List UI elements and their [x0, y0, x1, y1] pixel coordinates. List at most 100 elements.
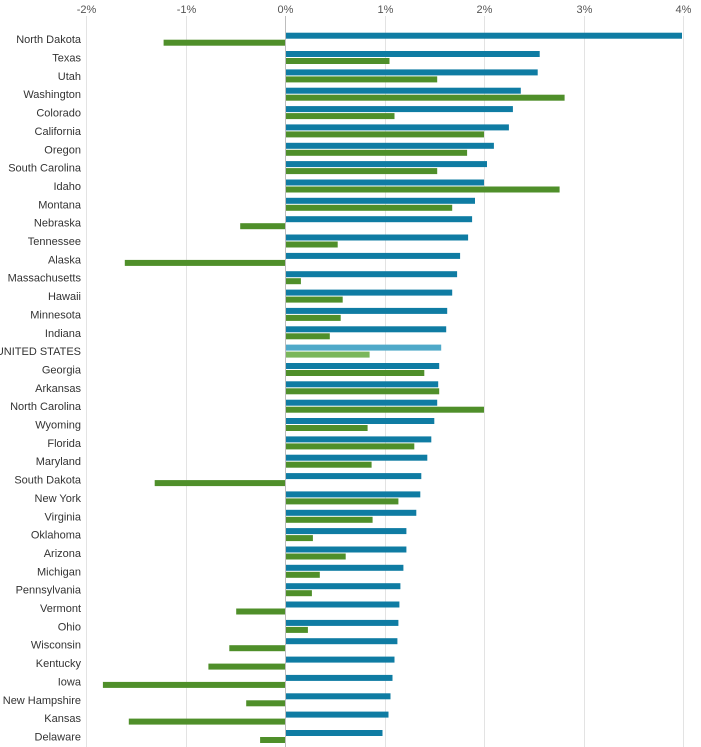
category-label: Kentucky [36, 658, 82, 670]
bar-series-2[interactable] [154, 480, 285, 487]
bar-series-2[interactable] [285, 351, 370, 358]
bar-series-1[interactable] [285, 289, 453, 296]
bar-series-2[interactable] [285, 94, 565, 101]
bar-series-1[interactable] [285, 583, 401, 590]
bar-series-2[interactable] [285, 535, 313, 542]
bar-series-1[interactable] [285, 638, 398, 645]
category-label: Indiana [45, 328, 82, 340]
bar-series-2[interactable] [163, 39, 285, 46]
bar-series-2[interactable] [124, 259, 285, 266]
bar-series-1[interactable] [285, 509, 417, 516]
bar-series-2[interactable] [285, 278, 301, 285]
bar-series-2[interactable] [285, 406, 484, 413]
bar-series-1[interactable] [285, 711, 389, 718]
bar-series-2[interactable] [285, 314, 341, 321]
category-label: Vermont [40, 603, 81, 615]
bar-series-2[interactable] [285, 204, 453, 211]
bar-series-1[interactable] [285, 161, 487, 168]
bar-series-2[interactable] [128, 718, 285, 725]
x-tick-label: 1% [378, 4, 394, 16]
bar-series-1[interactable] [285, 69, 538, 76]
bar-series-2[interactable] [260, 737, 285, 743]
bar-series-2[interactable] [285, 443, 415, 450]
bar-series-1[interactable] [285, 528, 407, 535]
category-label: Washington [23, 89, 81, 101]
bar-series-1[interactable] [285, 564, 404, 571]
bar-series-1[interactable] [285, 730, 383, 736]
bar-series-2[interactable] [285, 76, 438, 83]
bar-series-2[interactable] [285, 168, 438, 175]
bar-series-2[interactable] [102, 681, 286, 688]
bars [102, 32, 682, 743]
bar-series-1[interactable] [285, 473, 422, 480]
bar-series-2[interactable] [285, 388, 440, 395]
bar-series-2[interactable] [285, 241, 338, 248]
bar-series-1[interactable] [285, 51, 540, 57]
bar-series-1[interactable] [285, 619, 399, 626]
bar-series-2[interactable] [285, 425, 368, 431]
bar-series-2[interactable] [285, 186, 560, 193]
bar-series-1[interactable] [285, 326, 447, 333]
bar-series-1[interactable] [285, 693, 391, 700]
bar-series-1[interactable] [285, 674, 393, 681]
bar-series-1[interactable] [285, 491, 421, 498]
bar-series-1[interactable] [285, 271, 458, 278]
bar-series-2[interactable] [285, 370, 425, 376]
bar-series-2[interactable] [285, 590, 312, 597]
bar-series-2[interactable] [285, 333, 330, 340]
bar-series-1[interactable] [285, 656, 395, 663]
category-label: Ohio [58, 621, 81, 633]
bar-series-1[interactable] [285, 418, 435, 424]
bar-series-1[interactable] [285, 546, 407, 553]
bar-series-1[interactable] [285, 344, 442, 351]
bar-series-2[interactable] [285, 626, 308, 633]
bar-series-1[interactable] [285, 124, 509, 131]
bar-series-2[interactable] [246, 700, 285, 707]
category-label: California [35, 126, 82, 138]
category-label: Oklahoma [31, 530, 82, 542]
bar-series-1[interactable] [285, 399, 438, 406]
bar-series-2[interactable] [285, 461, 372, 468]
bar-series-2[interactable] [285, 58, 390, 64]
bar-series-1[interactable] [285, 32, 682, 39]
bar-series-1[interactable] [285, 454, 428, 461]
bar-series-2[interactable] [285, 516, 373, 523]
category-label: Delaware [35, 731, 81, 743]
bar-series-1[interactable] [285, 179, 484, 186]
bar-series-1[interactable] [285, 381, 439, 388]
category-label: Colorado [36, 108, 81, 120]
category-label: Wisconsin [31, 640, 81, 652]
bar-series-1[interactable] [285, 87, 521, 94]
x-tick-label: 4% [676, 4, 692, 16]
bar-series-2[interactable] [285, 113, 395, 120]
bar-series-1[interactable] [285, 252, 461, 259]
category-label: UNITED STATES [0, 346, 81, 358]
category-label: Kansas [44, 713, 81, 725]
bar-series-1[interactable] [285, 363, 440, 369]
bar-series-2[interactable] [229, 645, 285, 652]
category-label: Arkansas [35, 383, 81, 395]
category-label: Georgia [42, 364, 82, 376]
bar-series-1[interactable] [285, 197, 475, 204]
bar-series-2[interactable] [285, 131, 484, 138]
bar-series-1[interactable] [285, 216, 473, 223]
bar-series-1[interactable] [285, 106, 513, 113]
x-tick-label: 0% [278, 4, 294, 16]
bar-series-1[interactable] [285, 601, 400, 608]
bar-series-2[interactable] [208, 663, 285, 670]
bar-series-1[interactable] [285, 234, 469, 241]
bar-series-2[interactable] [285, 571, 320, 578]
bar-series-2[interactable] [285, 553, 346, 560]
bar-series-1[interactable] [285, 436, 432, 443]
category-label: Florida [47, 438, 82, 450]
bar-series-2[interactable] [285, 498, 399, 505]
bar-series-2[interactable] [285, 296, 343, 303]
category-label: Idaho [53, 181, 81, 193]
bar-series-2[interactable] [285, 149, 468, 156]
bar-series-1[interactable] [285, 142, 494, 149]
bar-series-2[interactable] [236, 608, 285, 615]
bar-series-2[interactable] [240, 223, 285, 230]
category-label: New Hampshire [3, 695, 81, 707]
bar-series-1[interactable] [285, 307, 448, 314]
